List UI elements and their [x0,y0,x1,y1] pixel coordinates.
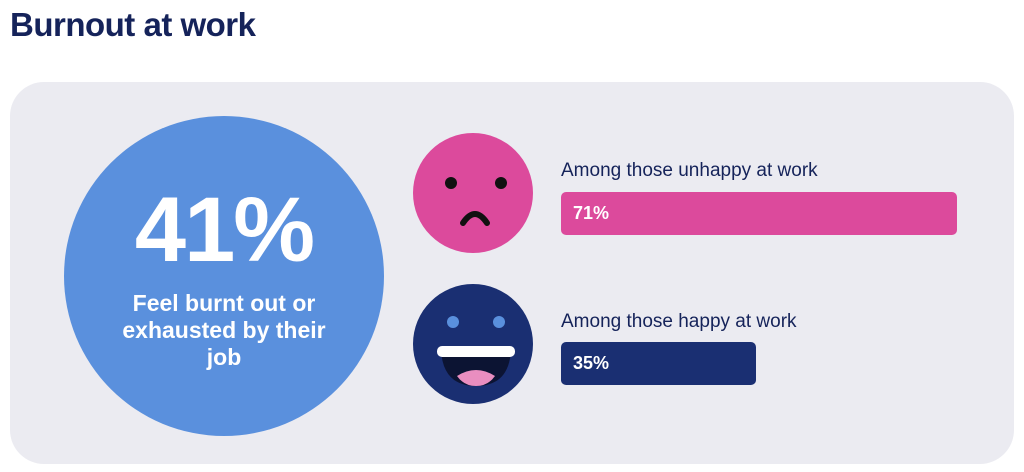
bar-track-unhappy: 71% [561,192,957,235]
headline-stat-caption: Feel burnt out or exhausted by their job [122,290,326,371]
bar-label-happy: Among those happy at work [561,311,797,332]
bar-value-happy: 35% [573,353,610,373]
laughing-face-icon [413,284,533,404]
bar-unhappy [561,192,957,235]
bar-value-unhappy: 71% [573,203,610,223]
bar-track-happy: 35% [561,342,957,385]
headline-stat-circle: 41% Feel burnt out or exhausted by their… [64,116,384,436]
bar-happy [561,342,756,385]
page-title: Burnout at work [10,6,256,43]
bar-label-unhappy: Among those unhappy at work [561,160,818,181]
headline-stat-value: 41% [134,179,315,281]
sad-face-icon [413,133,533,253]
